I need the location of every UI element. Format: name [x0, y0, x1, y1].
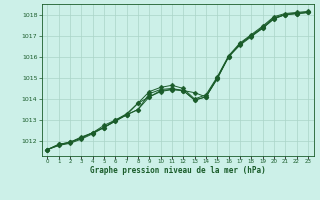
X-axis label: Graphe pression niveau de la mer (hPa): Graphe pression niveau de la mer (hPa) [90, 166, 266, 175]
